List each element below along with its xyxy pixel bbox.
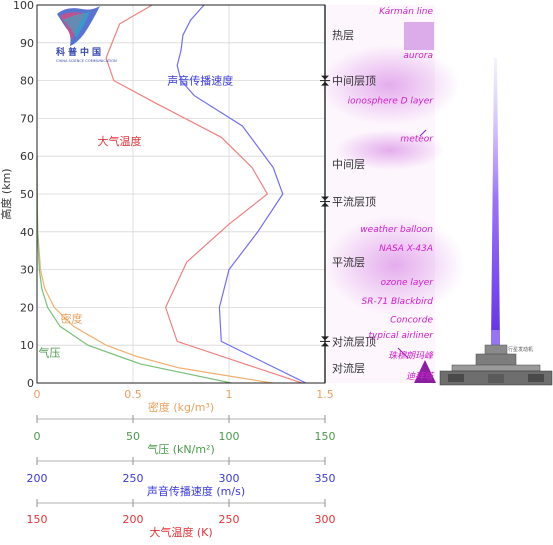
x-axis-title: 密度 (kg/m³) xyxy=(148,400,214,414)
x-tick-label: 200 xyxy=(27,472,48,485)
layer-label: 对流层 xyxy=(332,361,365,375)
aurora-curtain xyxy=(404,22,434,50)
altitude-marker-label: ozone layer xyxy=(381,278,435,288)
y-tick-label: 100 xyxy=(13,0,34,12)
x-axis-temperature: 150 200 250 300 大气温度 (K) xyxy=(27,513,336,539)
series-line-sound_speed xyxy=(176,4,307,384)
boundary-arrow-down-icon xyxy=(321,75,329,80)
x-tick-label: 0.5 xyxy=(124,388,142,401)
x-axis-pressure: 0 50 100 150 气压 (kN/m²) xyxy=(34,430,336,465)
meteor-icon xyxy=(419,129,427,137)
x-axis-sound_speed: 200 250 300 350 声音传播速度 (m/s) xyxy=(27,472,336,507)
altitude-marker-label: meteor xyxy=(400,134,434,144)
logo-text: 科普中国 xyxy=(56,46,104,58)
x-tick-label: 1 xyxy=(226,388,233,401)
altitude-marker-label: typical airliner xyxy=(368,331,434,341)
x-axes: 0 0.5 1 1.5 密度 (kg/m³) 0 50 100 150 气压 (kN/m²) 200… xyxy=(27,388,336,539)
layer-boundary-label: 中间层顶 xyxy=(332,75,376,88)
altitude-marker-label: ionosphere D layer xyxy=(348,97,435,107)
burj-khalifa-icon xyxy=(414,360,436,383)
layer-label: 中间层 xyxy=(332,158,365,171)
x-tick-label: 1.5 xyxy=(316,388,334,401)
layer-label: 平流层 xyxy=(332,255,365,269)
altitude-marker-label: 迪拜塔 xyxy=(406,371,435,382)
x-tick-label: 250 xyxy=(123,472,144,485)
curve-label: 气压 xyxy=(38,346,60,360)
engine-label: 行星发动机 xyxy=(508,346,533,353)
x-tick-label: 50 xyxy=(126,430,140,443)
curve-label: 大气温度 xyxy=(98,134,142,148)
altitude-marker-label: weather balloon xyxy=(360,225,433,235)
x-tick-label: 350 xyxy=(315,472,336,485)
x-tick-label: 0 xyxy=(34,388,41,401)
sky-panel xyxy=(320,5,465,383)
y-tick-label: 10 xyxy=(20,339,34,352)
y-tick-label: 40 xyxy=(20,226,34,239)
boundary-arrow-down-icon xyxy=(321,336,329,341)
x-axis-density: 0 0.5 1 1.5 密度 (kg/m³) xyxy=(34,388,334,423)
x-tick-label: 300 xyxy=(315,513,336,526)
boundary-arrow-up-icon xyxy=(321,342,329,347)
curve-label: 密度 xyxy=(61,312,83,326)
boundary-arrow-up-icon xyxy=(321,202,329,207)
logo: 科普中国 CHINA SCIENCE COMMUNICATION xyxy=(56,6,117,63)
y-tick-label: 50 xyxy=(20,188,34,201)
x-tick-label: 300 xyxy=(219,472,240,485)
y-tick-label: 30 xyxy=(20,264,34,277)
y-tick-label: 60 xyxy=(20,150,34,163)
x-tick-label: 100 xyxy=(219,430,240,443)
series-line-temperature xyxy=(105,4,303,384)
altitude-marker-label: NASA X-43A xyxy=(379,244,433,254)
x-tick-label: 200 xyxy=(123,513,144,526)
layer-boundary-label: 对流层顶 xyxy=(332,334,376,348)
y-tick-labels: 0 10 20 30 40 50 60 70 80 90 100 xyxy=(13,0,34,390)
x-axis-title: 气压 (kN/m²) xyxy=(147,442,215,456)
altitude-marker-label: SR-71 Blackbird xyxy=(361,297,433,307)
x-tick-label: 150 xyxy=(27,513,48,526)
layer-boundary-label: 平流层顶 xyxy=(332,195,376,209)
planetary-engine-illustration: 行星发动机 xyxy=(439,58,553,386)
altitude-marker-label: 珠穆朗玛峰 xyxy=(388,351,434,362)
x-tick-label: 0 xyxy=(34,430,41,443)
layer-label: 热层 xyxy=(332,29,354,42)
altitude-marker-label: Concorde xyxy=(390,316,433,326)
logo-subtitle: CHINA SCIENCE COMMUNICATION xyxy=(56,59,117,63)
altitude-markers: Kármán line aurora ionosphere D layer meteo… xyxy=(348,7,435,382)
altitude-marker-label: aurora xyxy=(403,51,433,61)
y-tick-label: 0 xyxy=(27,377,34,390)
y-tick-label: 70 xyxy=(20,112,34,125)
curve-label: 声音传播速度 xyxy=(167,73,233,87)
engine-beam xyxy=(491,58,500,345)
x-axis-title: 声音传播速度 (m/s) xyxy=(147,484,245,498)
boundary-arrow-up-icon xyxy=(321,81,329,86)
y-tick-label: 80 xyxy=(20,75,34,88)
y-axis-title: 高度 (km) xyxy=(0,168,13,219)
plot-curves xyxy=(36,4,307,384)
x-tick-label: 150 xyxy=(315,430,336,443)
altitude-marker-label: Kármán line xyxy=(379,7,433,17)
x-axis-title: 大气温度 (K) xyxy=(149,525,212,539)
x-tick-label: 250 xyxy=(219,513,240,526)
everest-icon xyxy=(397,347,409,359)
y-tick-label: 20 xyxy=(20,301,34,314)
y-tick-label: 90 xyxy=(20,37,34,50)
boundary-arrow-down-icon xyxy=(321,196,329,201)
